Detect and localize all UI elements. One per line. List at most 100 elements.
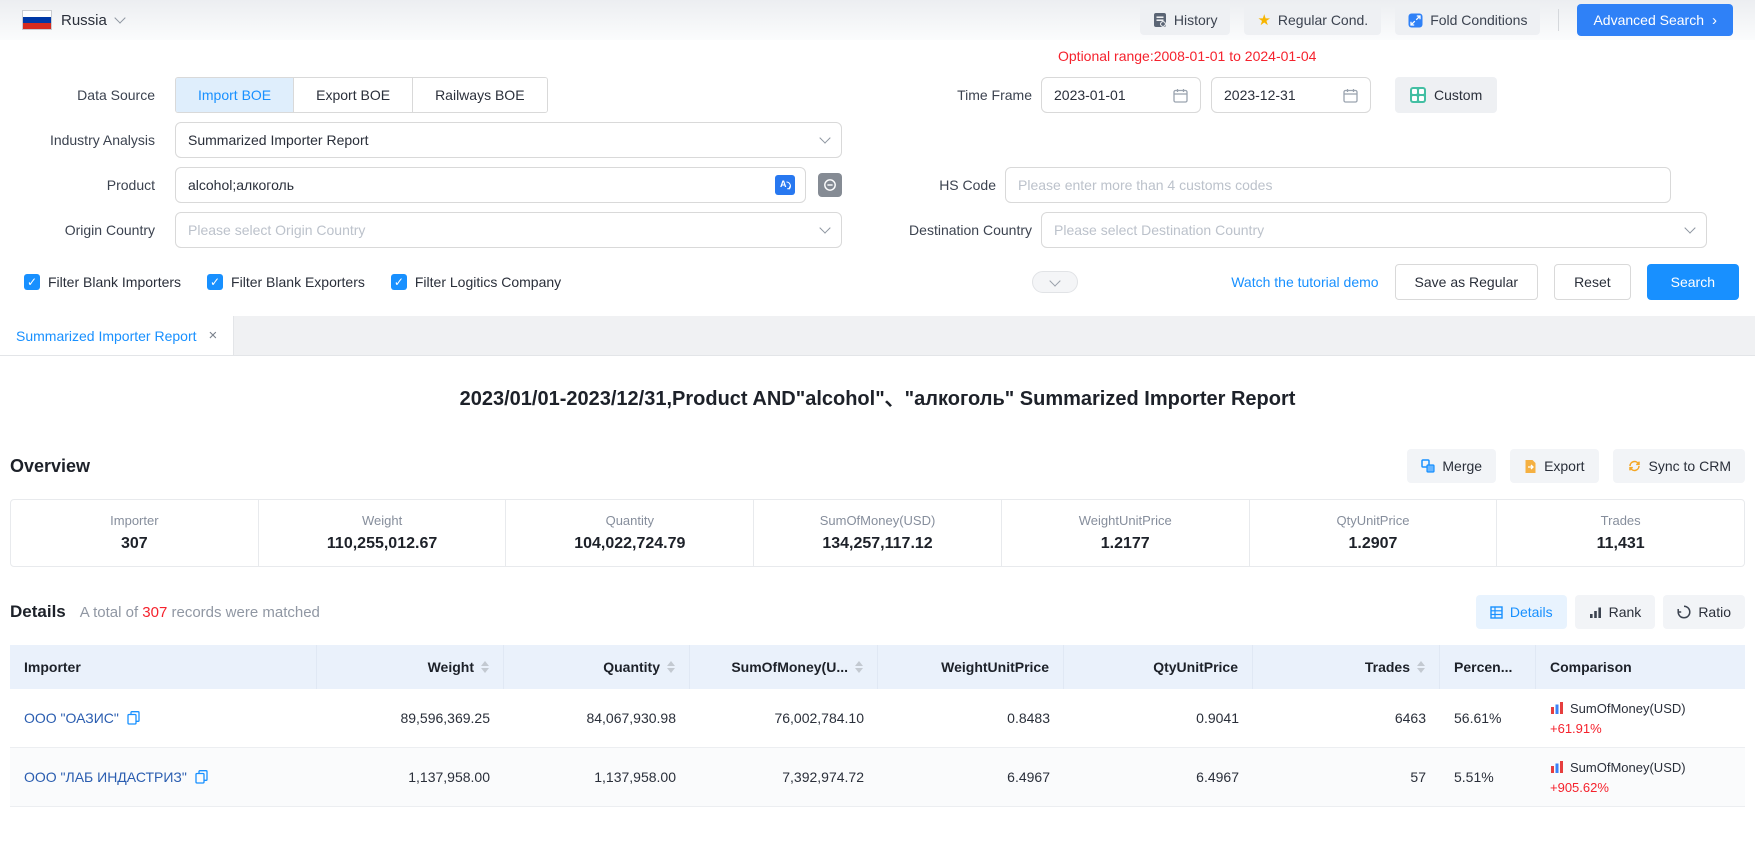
ratio-icon bbox=[1677, 605, 1691, 619]
search-button[interactable]: Search bbox=[1647, 264, 1739, 300]
fold-icon bbox=[1408, 13, 1423, 28]
origin-country-placeholder: Please select Origin Country bbox=[188, 222, 365, 238]
stat-quantity: Quantity 104,022,724.79 bbox=[506, 500, 754, 566]
checkbox-checked-icon: ✓ bbox=[391, 274, 407, 290]
origin-country-select[interactable]: Please select Origin Country bbox=[175, 212, 842, 248]
qty-unit-price-cell: 6.4967 bbox=[1064, 748, 1253, 806]
destination-country-select[interactable]: Please select Destination Country bbox=[1041, 212, 1707, 248]
close-icon[interactable]: × bbox=[209, 327, 218, 344]
collapse-conditions-toggle[interactable] bbox=[1032, 271, 1078, 293]
col-weight[interactable]: Weight bbox=[317, 645, 504, 689]
reset-button[interactable]: Reset bbox=[1554, 264, 1631, 300]
country-selector[interactable]: Russia bbox=[22, 10, 124, 30]
details-table: Importer Weight Quantity SumOfMoney(U...… bbox=[10, 645, 1745, 807]
sort-icon[interactable] bbox=[481, 661, 489, 673]
custom-range-button[interactable]: Custom bbox=[1395, 77, 1497, 113]
comparison-change: +61.91% bbox=[1550, 721, 1686, 736]
russia-flag-icon bbox=[22, 10, 52, 30]
checkbox-label: Filter Logitics Company bbox=[415, 274, 561, 290]
copy-icon[interactable] bbox=[127, 711, 140, 725]
importer-link[interactable]: ООО "ОАЗИС" bbox=[24, 710, 119, 726]
date-from-input[interactable]: 2023-01-01 bbox=[1041, 77, 1201, 113]
sort-icon[interactable] bbox=[1417, 661, 1425, 673]
view-rank-button[interactable]: Rank bbox=[1575, 595, 1656, 629]
regular-cond-button[interactable]: ★ Regular Cond. bbox=[1244, 5, 1381, 35]
sort-icon[interactable] bbox=[855, 661, 863, 673]
col-comparison: Comparison bbox=[1536, 645, 1745, 689]
stat-value: 1.2177 bbox=[1101, 535, 1150, 553]
stat-value: 104,022,724.79 bbox=[574, 535, 685, 553]
save-as-regular-button[interactable]: Save as Regular bbox=[1395, 264, 1539, 300]
star-icon: ★ bbox=[1257, 11, 1270, 29]
top-bar: Russia History ★ Regular Cond. Fold Cond… bbox=[0, 0, 1755, 40]
col-trades[interactable]: Trades bbox=[1253, 645, 1440, 689]
stat-label: QtyUnitPrice bbox=[1336, 513, 1409, 528]
column-label: WeightUnitPrice bbox=[941, 659, 1049, 675]
col-importer: Importer bbox=[10, 645, 317, 689]
importer-cell: ООО "ОАЗИС" bbox=[10, 689, 317, 747]
calendar-icon[interactable] bbox=[1343, 88, 1358, 103]
tab-railways-boe[interactable]: Railways BOE bbox=[413, 78, 546, 112]
history-button[interactable]: History bbox=[1140, 5, 1231, 35]
industry-analysis-select[interactable]: Summarized Importer Report bbox=[175, 122, 842, 158]
column-label: SumOfMoney(U... bbox=[731, 659, 848, 675]
view-details-button[interactable]: Details bbox=[1476, 595, 1567, 629]
advanced-search-button[interactable]: Advanced Search › bbox=[1577, 4, 1733, 36]
trades-cell: 6463 bbox=[1253, 689, 1440, 747]
total-count: 307 bbox=[142, 604, 167, 621]
tutorial-demo-link[interactable]: Watch the tutorial demo bbox=[1231, 274, 1378, 290]
filter-blank-exporters-checkbox[interactable]: ✓ Filter Blank Exporters bbox=[207, 274, 365, 290]
chevron-down-icon bbox=[1684, 222, 1695, 233]
sort-icon[interactable] bbox=[667, 661, 675, 673]
tab-import-boe[interactable]: Import BOE bbox=[176, 78, 294, 112]
translate-icon[interactable]: A bbox=[775, 175, 795, 195]
export-button[interactable]: Export bbox=[1510, 449, 1598, 483]
comparison-change: +905.62% bbox=[1550, 780, 1686, 795]
col-quantity[interactable]: Quantity bbox=[504, 645, 690, 689]
history-icon bbox=[1153, 12, 1167, 28]
chevron-down-icon bbox=[819, 222, 830, 233]
merge-button[interactable]: Merge bbox=[1407, 449, 1496, 483]
column-label: QtyUnitPrice bbox=[1153, 659, 1238, 675]
sync-to-crm-button[interactable]: Sync to CRM bbox=[1613, 449, 1745, 483]
checkbox-checked-icon: ✓ bbox=[207, 274, 223, 290]
column-label: Trades bbox=[1365, 659, 1410, 675]
product-input[interactable] bbox=[188, 177, 765, 193]
checkbox-label: Filter Blank Importers bbox=[48, 274, 181, 290]
col-sum-of-money[interactable]: SumOfMoney(U... bbox=[690, 645, 878, 689]
view-rank-label: Rank bbox=[1609, 604, 1642, 620]
view-ratio-button[interactable]: Ratio bbox=[1663, 595, 1745, 629]
date-to-input[interactable]: 2023-12-31 bbox=[1211, 77, 1371, 113]
rank-icon bbox=[1589, 606, 1602, 619]
filter-blank-importers-checkbox[interactable]: ✓ Filter Blank Importers bbox=[24, 274, 181, 290]
product-input-wrap: A bbox=[175, 167, 806, 203]
stat-weight-unit-price: WeightUnitPrice 1.2177 bbox=[1002, 500, 1250, 566]
origin-country-label: Origin Country bbox=[0, 222, 155, 238]
comparison-cell: SumOfMoney(USD) +905.62% bbox=[1536, 748, 1745, 806]
copy-icon[interactable] bbox=[195, 770, 208, 784]
tab-export-boe[interactable]: Export BOE bbox=[294, 78, 413, 112]
table-header-row: Importer Weight Quantity SumOfMoney(U...… bbox=[10, 645, 1745, 689]
stat-label: Weight bbox=[362, 513, 402, 528]
comparison-cell: SumOfMoney(USD) +61.91% bbox=[1536, 689, 1745, 747]
stat-label: WeightUnitPrice bbox=[1079, 513, 1172, 528]
column-label: Percen... bbox=[1454, 659, 1512, 675]
industry-analysis-value: Summarized Importer Report bbox=[188, 132, 369, 148]
hs-code-input[interactable] bbox=[1018, 177, 1658, 193]
weight-cell: 1,137,958.00 bbox=[317, 748, 504, 806]
column-label: Weight bbox=[428, 659, 474, 675]
calendar-icon[interactable] bbox=[1173, 88, 1188, 103]
checkbox-checked-icon: ✓ bbox=[24, 274, 40, 290]
result-tab[interactable]: Summarized Importer Report × bbox=[0, 316, 234, 355]
total-prefix: A total of bbox=[80, 604, 138, 621]
importer-link[interactable]: ООО "ЛАБ ИНДАСТРИЗ" bbox=[24, 769, 187, 785]
search-form: Optional range:2008-01-01 to 2024-01-04 … bbox=[0, 40, 1755, 300]
comparison-metric: SumOfMoney(USD) bbox=[1570, 760, 1686, 775]
filter-logitics-company-checkbox[interactable]: ✓ Filter Logitics Company bbox=[391, 274, 561, 290]
data-source-label: Data Source bbox=[0, 87, 155, 103]
product-label: Product bbox=[0, 177, 155, 193]
checkbox-label: Filter Blank Exporters bbox=[231, 274, 365, 290]
bar-chart-icon bbox=[1550, 701, 1564, 715]
match-mode-icon[interactable] bbox=[818, 173, 842, 197]
fold-conditions-button[interactable]: Fold Conditions bbox=[1395, 5, 1540, 35]
